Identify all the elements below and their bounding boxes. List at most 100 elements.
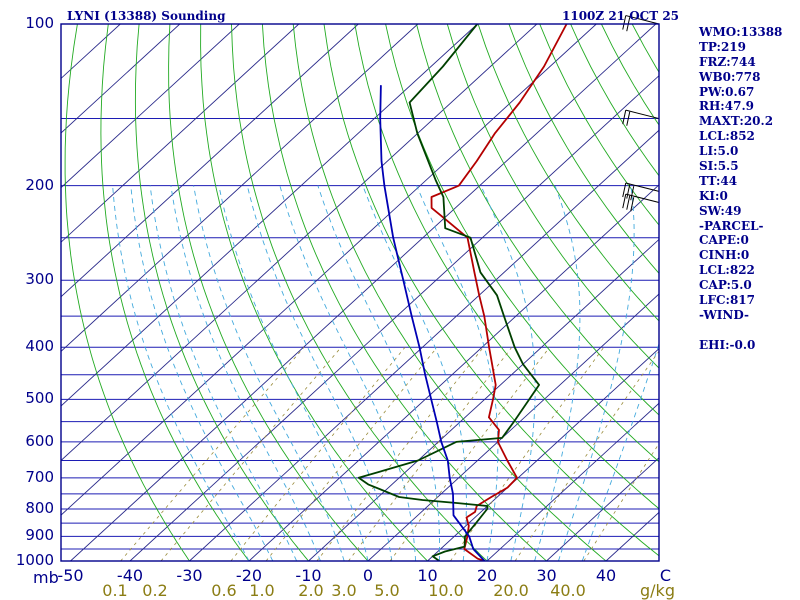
moist-adiabat (534, 185, 581, 561)
dry-adiabat (134, 24, 309, 561)
wind-barb-flag (626, 195, 631, 210)
mixing-ratio-line (316, 347, 484, 561)
isotherm-line (61, 24, 240, 189)
isotherm-line (248, 184, 659, 561)
moist-adiabat (279, 185, 417, 561)
moist-adiabat (581, 342, 659, 561)
index-value: CAP:5.0 (699, 278, 752, 293)
moist-adiabat (557, 185, 635, 561)
pressure-tick-label: 800 (25, 498, 54, 517)
isotherm-line (70, 24, 657, 561)
pressure-tick-label: 100 (25, 14, 54, 32)
dry-adiabat (261, 24, 547, 561)
isotherm-line (61, 24, 300, 243)
temperature-profile-line (430, 24, 568, 561)
dry-adiabat (354, 24, 659, 510)
mixing-ratio-unit-label: g/kg (640, 581, 675, 600)
dry-adiabat (323, 24, 659, 557)
isotherm-line (61, 24, 359, 298)
index-value: TP:219 (699, 39, 747, 54)
wind-barb (622, 182, 660, 201)
isotherm-line (61, 24, 597, 516)
temperature-tick-label: -30 (176, 566, 203, 585)
isotherm-line (427, 348, 659, 561)
dry-adiabat (477, 24, 659, 322)
pressure-tick-label: 300 (25, 270, 54, 289)
index-value: KI:0 (699, 188, 728, 203)
isotherm-line (486, 402, 659, 561)
wind-barb-flag (626, 184, 631, 199)
moist-adiabat (170, 185, 321, 561)
temperature-tick-label: 30 (536, 566, 557, 585)
moist-adiabat (193, 185, 345, 561)
index-value: RH:47.9 (699, 99, 754, 114)
dry-adiabat (200, 24, 428, 561)
wind-barb-flag (622, 15, 627, 30)
mixing-ratio-line (160, 347, 342, 561)
wind-barb-shaft (625, 15, 660, 25)
mixing-ratio-tick-label: 40.0 (550, 581, 586, 600)
moist-adiabat (149, 185, 298, 561)
pressure-tick-label: 600 (25, 431, 54, 450)
wind-barb-flag (630, 186, 635, 201)
wind-barb-flag (622, 110, 627, 125)
temperature-tick-label: 0 (362, 566, 374, 585)
stability-indices-panel: WMO:13388 TP:219 FRZ:744 WB0:778 PW:0.67 RH:4… (699, 25, 782, 353)
mixing-ratio-tick-label: 0.2 (142, 581, 168, 600)
parcel-path-line (379, 85, 486, 561)
dry-adiabat (64, 24, 190, 561)
wind-barb-shaft (625, 109, 660, 120)
pressure-tick-label: 1000 (15, 551, 54, 569)
temperature-tick-label: -20 (235, 566, 263, 585)
pressure-tick-label: 200 (25, 175, 54, 194)
index-value: CINH:0 (699, 248, 750, 263)
wind-barb-flag (622, 193, 627, 209)
mixing-ratio-line (583, 442, 659, 561)
index-value: WMO:13388 (699, 25, 783, 39)
temperature-tick-label: -50 (57, 566, 84, 585)
wind-barb-shaft (625, 193, 660, 204)
chart-title: LYNI (13388) Sounding (67, 9, 226, 23)
index-value: MAXT:20.2 (699, 114, 774, 129)
temperature-tick-label: 20 (476, 566, 498, 585)
pressure-tick-label: 400 (25, 337, 54, 356)
index-value: WB0:778 (699, 69, 761, 84)
plot-background (61, 24, 659, 561)
mixing-ratio-tick-label: 0.1 (102, 581, 128, 600)
index-value: FRZ:744 (699, 54, 756, 69)
isotherm-line (189, 129, 659, 561)
pressure-unit-label: mb (33, 568, 59, 587)
index-value: PW:0.67 (699, 84, 755, 99)
temperature-tick-label: 10 (417, 566, 438, 585)
index-value: SW:49 (699, 203, 742, 218)
isotherm-line (308, 238, 659, 561)
temperature-tick-label: -10 (295, 566, 322, 585)
plot-frame (60, 23, 660, 562)
mixing-ratio-line (389, 347, 550, 561)
temperature-tick-label: 40 (595, 566, 617, 585)
mixing-ratio-tick-label: 20.0 (493, 581, 529, 600)
mixing-ratio-tick-label: 2.0 (298, 581, 324, 600)
isotherm-line (61, 24, 538, 462)
mixing-ratio-tick-label: 10.0 (428, 581, 464, 600)
pressure-tick-label: 900 (25, 526, 54, 545)
wind-barb-shaft (625, 182, 660, 192)
mixing-ratio-line (514, 350, 659, 561)
index-value: -WIND- (699, 307, 749, 322)
isotherm-line (367, 293, 659, 561)
dry-adiabat (100, 24, 250, 561)
isotherm-line (546, 457, 659, 561)
mixing-ratio-line (348, 347, 513, 561)
dry-adiabat (508, 24, 659, 275)
isotherm-line (61, 24, 419, 352)
pressure-tick-label: 700 (25, 467, 54, 486)
mixing-ratio-tick-label: 1.0 (249, 581, 275, 600)
mixing-ratio-line (265, 347, 438, 561)
index-value: LFC:817 (699, 293, 755, 308)
mixing-ratio-tick-label: 3.0 (331, 581, 357, 600)
index-value: LCL:852 (699, 129, 755, 144)
index-value: EHI:-0.0 (699, 337, 756, 352)
isotherm-line (129, 75, 659, 561)
pressure-tick-label: 500 (25, 389, 54, 408)
